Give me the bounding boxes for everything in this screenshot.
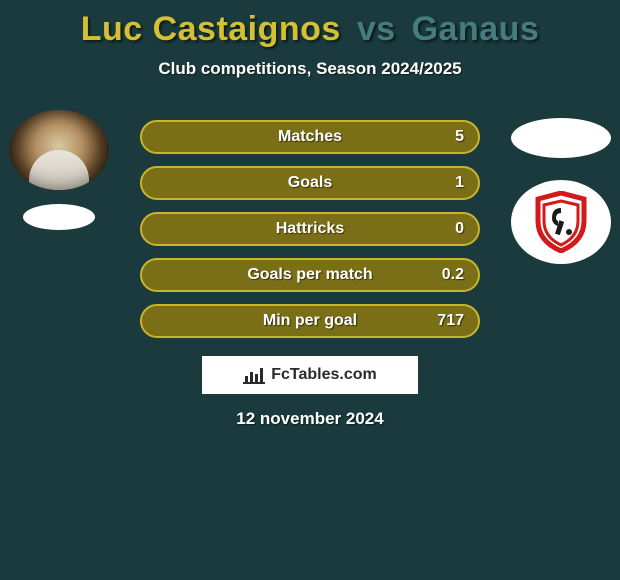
comparison-infographic: Luc Castaignos vs Ganaus Club competitio… xyxy=(0,0,620,580)
stat-row: Hattricks0 xyxy=(140,212,480,246)
club-shield-icon xyxy=(534,191,588,253)
right-player-panel xyxy=(506,118,616,264)
stat-row: Matches5 xyxy=(140,120,480,154)
subtitle: Club competitions, Season 2024/2025 xyxy=(0,59,620,79)
stat-right-value: 0.2 xyxy=(394,266,464,284)
headline: Luc Castaignos vs Ganaus xyxy=(0,0,620,49)
player2-club-badge xyxy=(511,180,611,264)
stat-row: Min per goal717 xyxy=(140,304,480,338)
stat-label: Goals xyxy=(226,174,394,192)
stats-list: Matches5Goals1Hattricks0Goals per match0… xyxy=(140,120,480,350)
stat-label: Hattricks xyxy=(226,220,394,238)
player2-name: Ganaus xyxy=(412,10,540,48)
stat-right-value: 0 xyxy=(394,220,464,238)
vs-text: vs xyxy=(357,10,396,48)
bar-chart-icon xyxy=(243,366,265,384)
stat-right-value: 5 xyxy=(394,128,464,146)
stat-right-value: 717 xyxy=(394,312,464,330)
site-label: FcTables.com xyxy=(271,366,377,384)
player1-name: Luc Castaignos xyxy=(81,10,341,48)
player1-photo xyxy=(9,110,109,190)
player2-photo-placeholder xyxy=(511,118,611,158)
stat-right-value: 1 xyxy=(394,174,464,192)
left-player-panel xyxy=(4,110,114,230)
player1-name-pill xyxy=(23,204,95,230)
stat-label: Goals per match xyxy=(226,266,394,284)
site-attribution: FcTables.com xyxy=(202,356,418,394)
stat-row: Goals per match0.2 xyxy=(140,258,480,292)
snapshot-date: 12 november 2024 xyxy=(0,409,620,429)
stat-label: Matches xyxy=(226,128,394,146)
stat-label: Min per goal xyxy=(226,312,394,330)
stat-row: Goals1 xyxy=(140,166,480,200)
